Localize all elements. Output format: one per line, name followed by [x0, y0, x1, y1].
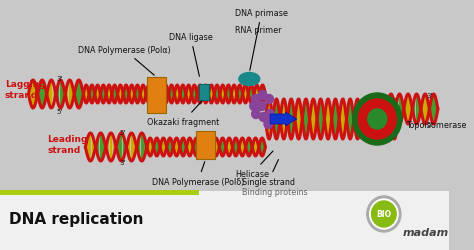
Text: 5': 5'	[119, 130, 126, 136]
Bar	[199, 85, 210, 100]
Bar	[0, 191, 449, 250]
Bar	[196, 132, 215, 159]
Ellipse shape	[239, 73, 260, 86]
Circle shape	[252, 95, 260, 104]
Circle shape	[264, 120, 273, 129]
Circle shape	[259, 113, 268, 122]
Text: madam: madam	[403, 227, 449, 237]
Text: Lagging
strand: Lagging strand	[5, 80, 46, 100]
Text: DNA primase: DNA primase	[235, 9, 288, 71]
Text: 3': 3'	[57, 76, 63, 82]
Text: 3': 3'	[427, 93, 433, 98]
Text: Okazaki fragment: Okazaki fragment	[147, 102, 219, 126]
Text: DNA Polymerase (Polα): DNA Polymerase (Polα)	[78, 46, 171, 76]
Circle shape	[367, 196, 401, 232]
Text: DNA ligase: DNA ligase	[169, 33, 212, 77]
Text: DNA replication: DNA replication	[9, 212, 144, 226]
Circle shape	[265, 95, 273, 104]
Bar	[0, 190, 199, 195]
Text: Single strand: Single strand	[242, 160, 295, 186]
Circle shape	[250, 102, 258, 111]
Text: Leading
strand: Leading strand	[47, 134, 88, 154]
Text: RNA primer: RNA primer	[235, 26, 282, 35]
Circle shape	[370, 199, 398, 229]
Circle shape	[258, 91, 267, 100]
Bar	[147, 78, 166, 114]
Text: Binding proteins: Binding proteins	[242, 187, 307, 196]
Text: Topoisomerase: Topoisomerase	[406, 120, 466, 129]
Circle shape	[358, 100, 396, 140]
Circle shape	[266, 110, 274, 119]
Text: Helicase: Helicase	[235, 152, 273, 178]
Text: BIO: BIO	[376, 210, 392, 219]
Text: DNA Polymerase (Polδ): DNA Polymerase (Polδ)	[152, 162, 244, 186]
FancyArrow shape	[270, 112, 297, 126]
Circle shape	[257, 102, 266, 111]
Text: 5': 5'	[427, 122, 433, 128]
Text: 3': 3'	[119, 159, 126, 165]
Circle shape	[372, 201, 396, 227]
Circle shape	[368, 110, 387, 130]
Circle shape	[252, 110, 260, 119]
Circle shape	[353, 94, 402, 146]
Text: 5': 5'	[57, 108, 63, 114]
